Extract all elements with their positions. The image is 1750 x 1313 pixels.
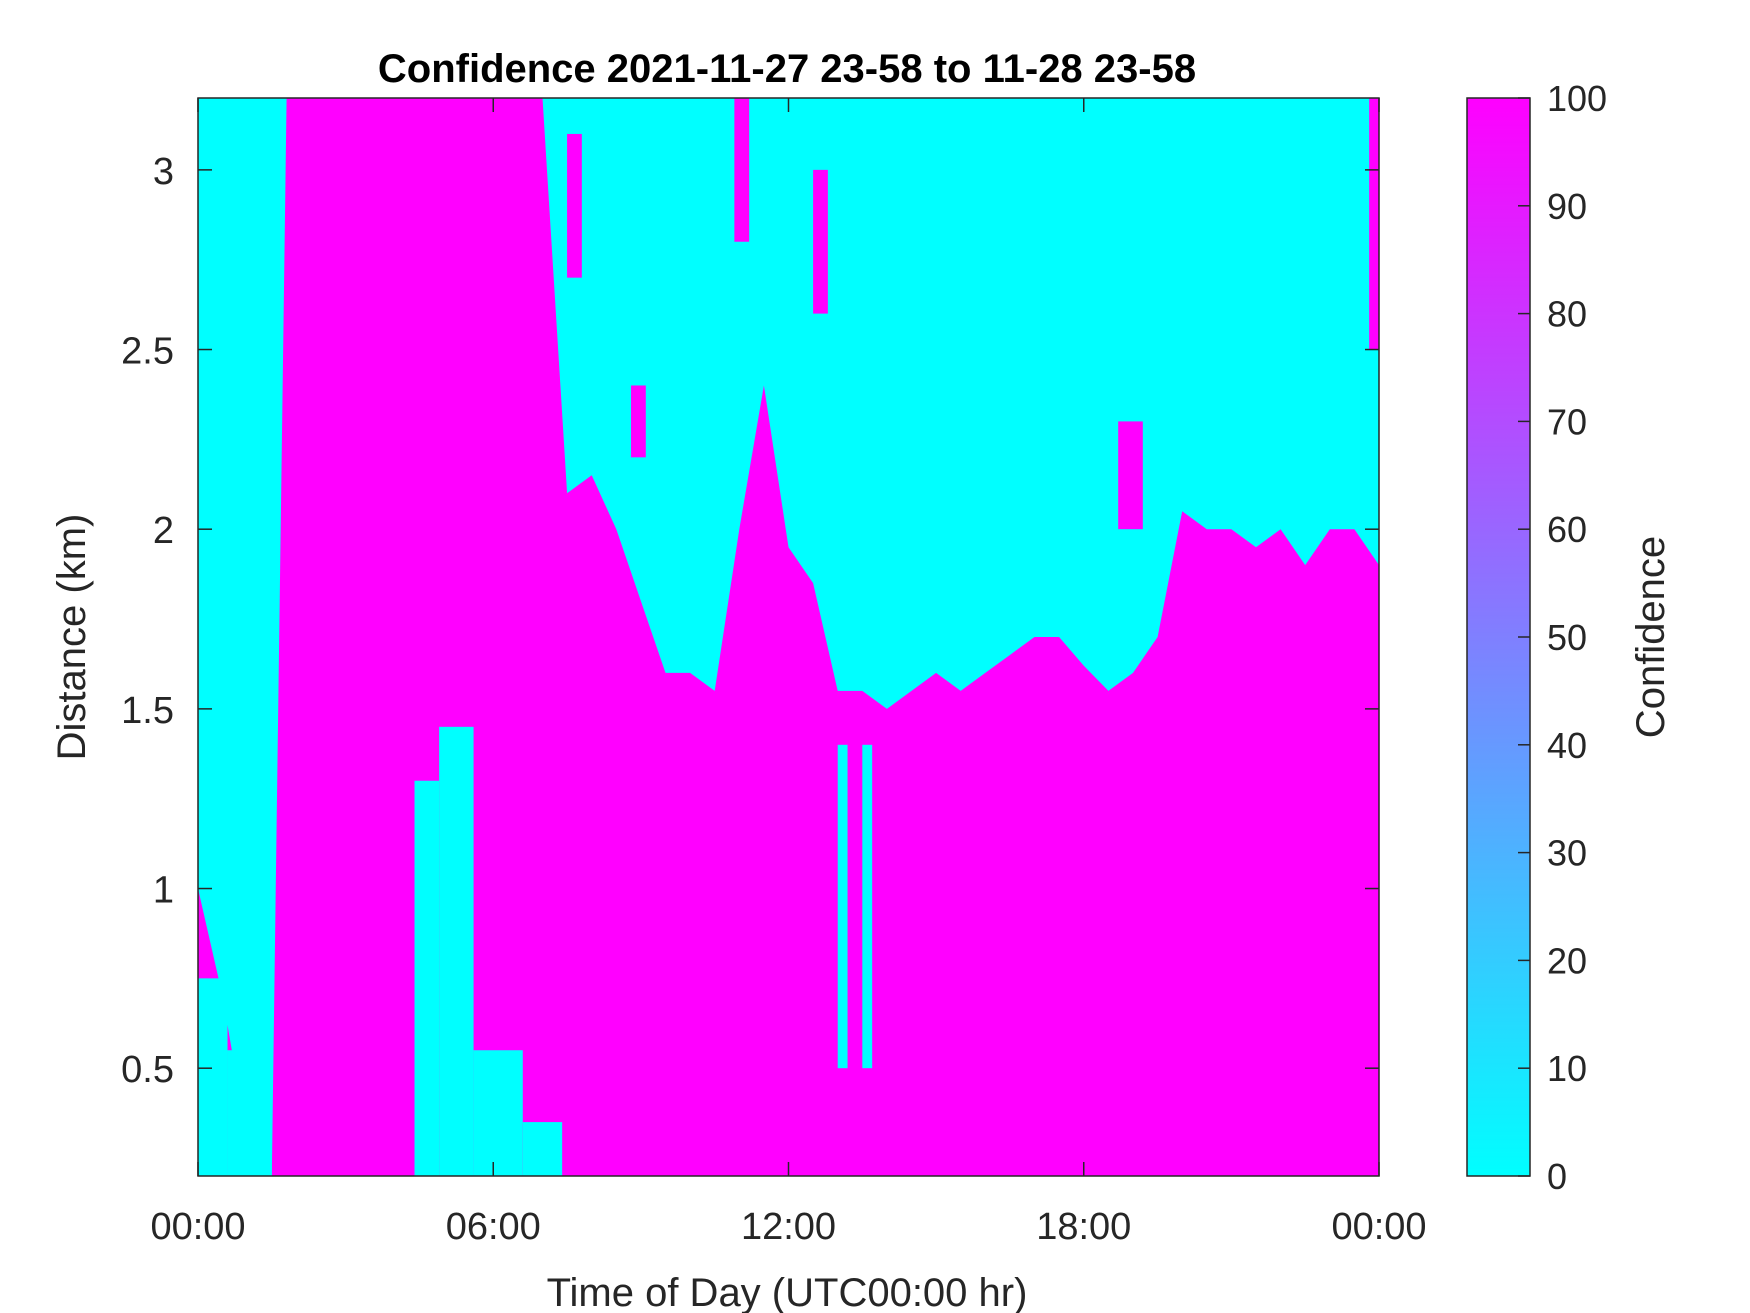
x-axis-label: Time of Day (UTC00:00 hr) xyxy=(547,1271,1028,1313)
colorbar-tick-label: 0 xyxy=(1547,1156,1567,1197)
colorbar-ticks: 0 10 20 30 40 50 60 70 80 90 100 xyxy=(1518,78,1607,1197)
colorbar: 0 10 20 30 40 50 60 70 80 90 100 Confidence xyxy=(1466,78,1673,1197)
heatmap-plot-area xyxy=(197,97,1380,1177)
y-axis: 0.5 1 1.5 2 2.5 3 xyxy=(121,151,1379,1091)
x-tick-label: 06:00 xyxy=(446,1206,541,1248)
colorbar-tick-label: 60 xyxy=(1547,509,1587,550)
heatmap-cells xyxy=(198,98,1379,1176)
high-confidence-cell xyxy=(1118,421,1143,530)
low-confidence-cell xyxy=(837,744,848,1069)
colorbar-tick-label: 30 xyxy=(1547,833,1587,874)
colorbar-label: Confidence xyxy=(1629,536,1673,738)
low-confidence-cell xyxy=(473,1050,523,1176)
high-confidence-cell xyxy=(444,98,459,278)
low-confidence-cell xyxy=(862,744,873,1069)
colorbar-tick-label: 100 xyxy=(1547,78,1607,119)
high-confidence-cell xyxy=(813,169,828,314)
y-axis-label: Distance (km) xyxy=(50,514,94,761)
low-confidence-cell xyxy=(439,726,474,1176)
colorbar-tick-label: 50 xyxy=(1547,617,1587,658)
y-tick-label: 3 xyxy=(153,151,174,193)
colorbar-tick-label: 80 xyxy=(1547,294,1587,335)
colorbar-tick-label: 70 xyxy=(1547,401,1587,442)
high-confidence-cell xyxy=(1369,98,1379,350)
x-tick-label: 00:00 xyxy=(150,1206,245,1248)
x-tick-label: 18:00 xyxy=(1036,1206,1131,1248)
y-tick-label: 2 xyxy=(153,510,174,552)
low-confidence-cell xyxy=(522,1122,563,1176)
y-tick-label: 1.5 xyxy=(121,690,174,732)
colorbar-tick-label: 40 xyxy=(1547,725,1587,766)
colorbar-tick-label: 20 xyxy=(1547,940,1587,981)
high-confidence-cell xyxy=(567,133,582,278)
high-confidence-cell xyxy=(517,98,528,314)
colorbar-tick-label: 10 xyxy=(1547,1048,1587,1089)
x-tick-label: 12:00 xyxy=(741,1206,836,1248)
low-confidence-cell xyxy=(198,978,228,1176)
high-confidence-cell xyxy=(631,385,646,458)
y-tick-label: 2.5 xyxy=(121,331,174,373)
y-tick-label: 0.5 xyxy=(121,1049,174,1091)
chart-title: Confidence 2021-11-27 23-58 to 11-28 23-… xyxy=(378,47,1196,91)
low-confidence-cell xyxy=(414,780,440,1176)
high-confidence-cell xyxy=(734,98,750,242)
x-axis: 00:00 06:00 12:00 18:00 00:00 xyxy=(150,98,1427,1248)
colorbar-tick-label: 90 xyxy=(1547,186,1587,227)
y-tick-label: 1 xyxy=(153,870,174,912)
low-confidence-cell xyxy=(227,1050,272,1176)
high-confidence-region xyxy=(198,98,1379,1176)
x-tick-label: 00:00 xyxy=(1331,1206,1426,1248)
